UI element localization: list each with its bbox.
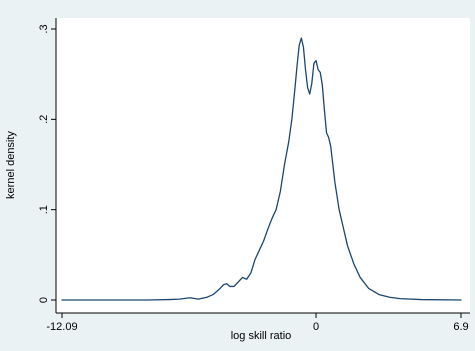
y-tick-label-0: 0 xyxy=(38,297,50,303)
density-line-0 xyxy=(61,37,462,301)
y-tick-label-1: .1 xyxy=(38,205,50,214)
x-tick-label-1: 0 xyxy=(313,321,319,333)
y-tick-label-3: .3 xyxy=(38,24,50,33)
series-layer xyxy=(61,37,462,301)
x-tick-label-2: 6.9 xyxy=(453,321,468,333)
y-axis-label: kernel density xyxy=(5,131,17,199)
x-axis-label: log skill ratio xyxy=(231,330,292,342)
x-tick-label-0: -12.09 xyxy=(46,321,77,333)
plot-area xyxy=(56,18,470,313)
y-tick-label-2: .2 xyxy=(38,115,50,124)
axes: 0 .1 .2 .3 -12.09 0 6.9 xyxy=(38,18,470,333)
